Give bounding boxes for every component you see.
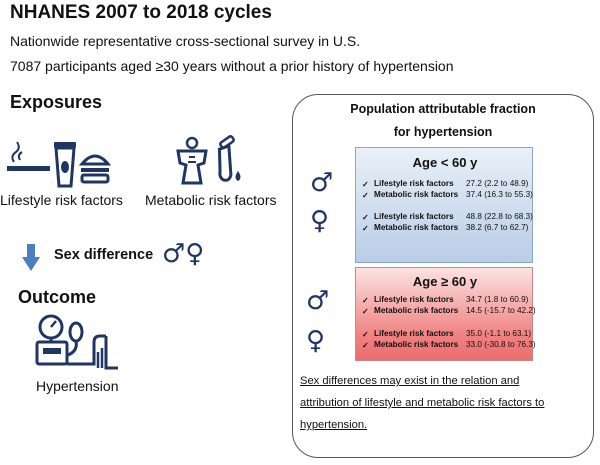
cigarette-icon [7,141,50,171]
hypertension-label: Hypertension [36,378,119,394]
check-icon: ✓ [362,296,369,305]
check-icon: ✓ [362,213,369,222]
table-row: ✓ Lifestyle risk factors 48.8 (22.8 to 6… [362,212,533,222]
table-row: ✓ Metabolic risk factors 37.4 (16.3 to 5… [362,190,533,200]
table-row: ✓ Lifestyle risk factors 35.0 (-1.1 to 6… [362,329,532,339]
table-row: ✓ Lifestyle risk factors 34.7 (1.8 to 60… [362,295,529,305]
lifestyle-icons [7,141,112,188]
lifestyle-label: Lifestyle risk factors [0,192,123,208]
outcome-heading: Outcome [18,287,97,307]
coffee-cup-icon [54,142,76,188]
female-symbol-under60: ♀ [310,206,330,236]
check-icon: ✓ [362,191,369,200]
paf-panel [292,94,594,458]
panel-title-line2: for hypertension [393,125,493,139]
female-symbol-over60: ♀ [306,326,326,356]
check-icon: ✓ [362,180,369,189]
metabolic-icons [176,135,241,185]
test-tube-icon [217,135,241,182]
age-over-60-box: Age ≥ 60 y ✓ Lifestyle risk factors 34.7… [355,267,536,361]
table-row: ✓ Lifestyle risk factors 27.2 (2.2 to 48… [362,179,529,189]
table-row: ✓ Metabolic risk factors 33.0 (-30.8 to … [362,340,536,350]
page-title: NHANES 2007 to 2018 cycles [10,2,272,23]
panel-title-line1: Population attributable fraction [350,102,536,116]
burger-icon [78,154,112,184]
check-icon: ✓ [362,224,369,233]
blood-pressure-monitor-icon [35,314,118,370]
check-icon: ✓ [362,330,369,339]
metabolic-label: Metabolic risk factors [145,192,277,208]
check-icon: ✓ [362,307,369,316]
sex-difference-label: Sex difference [54,247,154,263]
survey-description: Nationwide representative cross-sectiona… [10,33,361,49]
male-symbol-over60: ♂ [306,286,330,316]
table-row: ✓ Metabolic risk factors 38.2 (6.7 to 62… [362,223,529,233]
table-row: ✓ Metabolic risk factors 14.5 (-15.7 to … [362,306,536,316]
age-under-60-box: Age < 60 y ✓ Lifestyle risk factors 27.2… [355,147,533,263]
age-under-60-header: Age < 60 y [412,155,478,170]
down-arrow-icon [22,244,40,271]
participants-description: 7087 participants aged ≥30 years without… [10,58,454,74]
sex-symbols: ♂♀ [162,239,205,269]
male-symbol-under60: ♂ [310,168,334,198]
exposures-heading: Exposures [10,92,103,112]
body-icon [176,136,208,185]
age-over-60-header: Age ≥ 60 y [412,274,478,289]
check-icon: ✓ [362,341,369,350]
conclusion-text: Sex differences may exist in the relatio… [300,375,545,431]
